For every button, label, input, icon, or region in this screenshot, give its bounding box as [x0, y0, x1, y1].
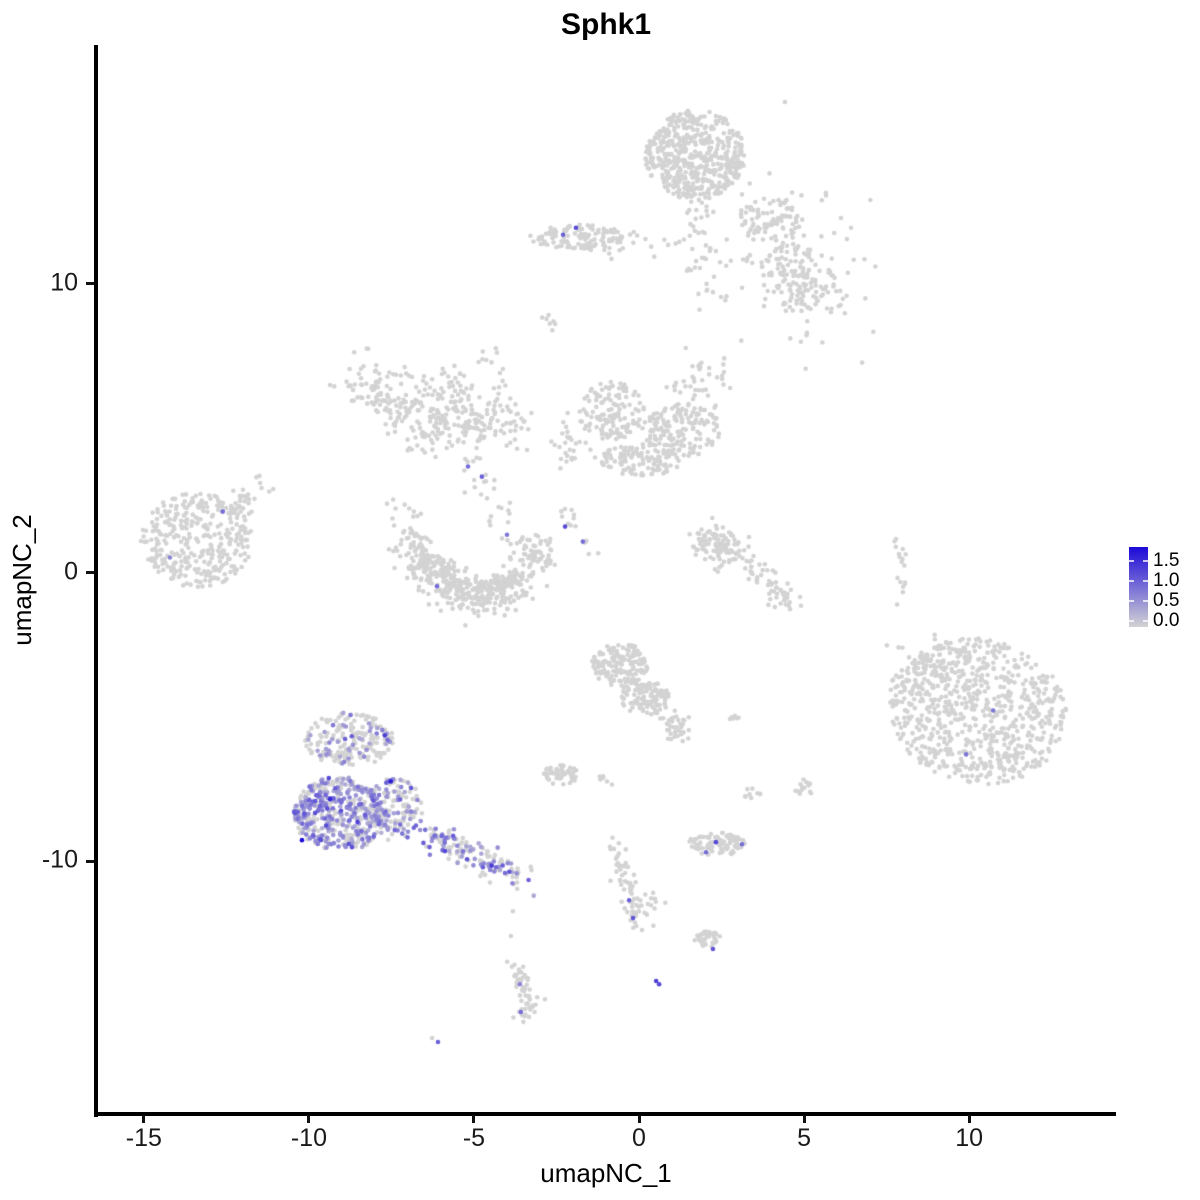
legend-label: 0.5 [1153, 590, 1180, 611]
legend-label: 0.0 [1153, 610, 1180, 631]
legend-tick-mark [1129, 600, 1134, 602]
y-tick-mark [86, 282, 94, 286]
x-tick-label: 10 [955, 1124, 983, 1152]
y-tick-mark [86, 571, 94, 574]
x-tick-mark [637, 1115, 641, 1123]
legend-label: 1.5 [1153, 550, 1180, 571]
x-tick-mark [967, 1115, 971, 1123]
x-tick-mark [472, 1115, 476, 1123]
plot-title: Sphk1 [560, 8, 652, 41]
legend-tick-mark [1143, 600, 1148, 602]
legend-tick-mark [1143, 560, 1148, 562]
x-axis-line [94, 1112, 1116, 1116]
y-tick-label: 0 [64, 556, 78, 585]
x-tick-mark [142, 1115, 146, 1123]
x-tick-label: -5 [462, 1124, 486, 1152]
y-tick-label: 10 [50, 268, 78, 297]
legend-tick-mark [1129, 580, 1134, 582]
x-tick-mark [307, 1115, 311, 1123]
x-tick-label: 0 [632, 1124, 646, 1152]
legend-gradient-bar [1129, 547, 1148, 627]
x-tick-label: -10 [290, 1124, 327, 1152]
y-axis-title: umapNC_2 [7, 514, 37, 646]
expression-legend: 1.5 1.0 0.5 0.0 [1129, 547, 1179, 631]
x-tick-mark [802, 1115, 806, 1123]
y-axis-line [94, 45, 98, 1117]
y-tick-label: -10 [41, 845, 78, 874]
y-tick-mark [86, 859, 94, 863]
x-axis-title: umapNC_1 [540, 1158, 672, 1188]
x-tick-label: -15 [125, 1124, 162, 1152]
legend-tick-mark [1143, 620, 1148, 622]
legend-tick-mark [1129, 620, 1134, 622]
legend-tick-mark [1129, 560, 1134, 562]
legend-label: 1.0 [1153, 570, 1180, 591]
legend-tick-mark [1143, 580, 1148, 582]
x-tick-label: 5 [797, 1124, 811, 1152]
